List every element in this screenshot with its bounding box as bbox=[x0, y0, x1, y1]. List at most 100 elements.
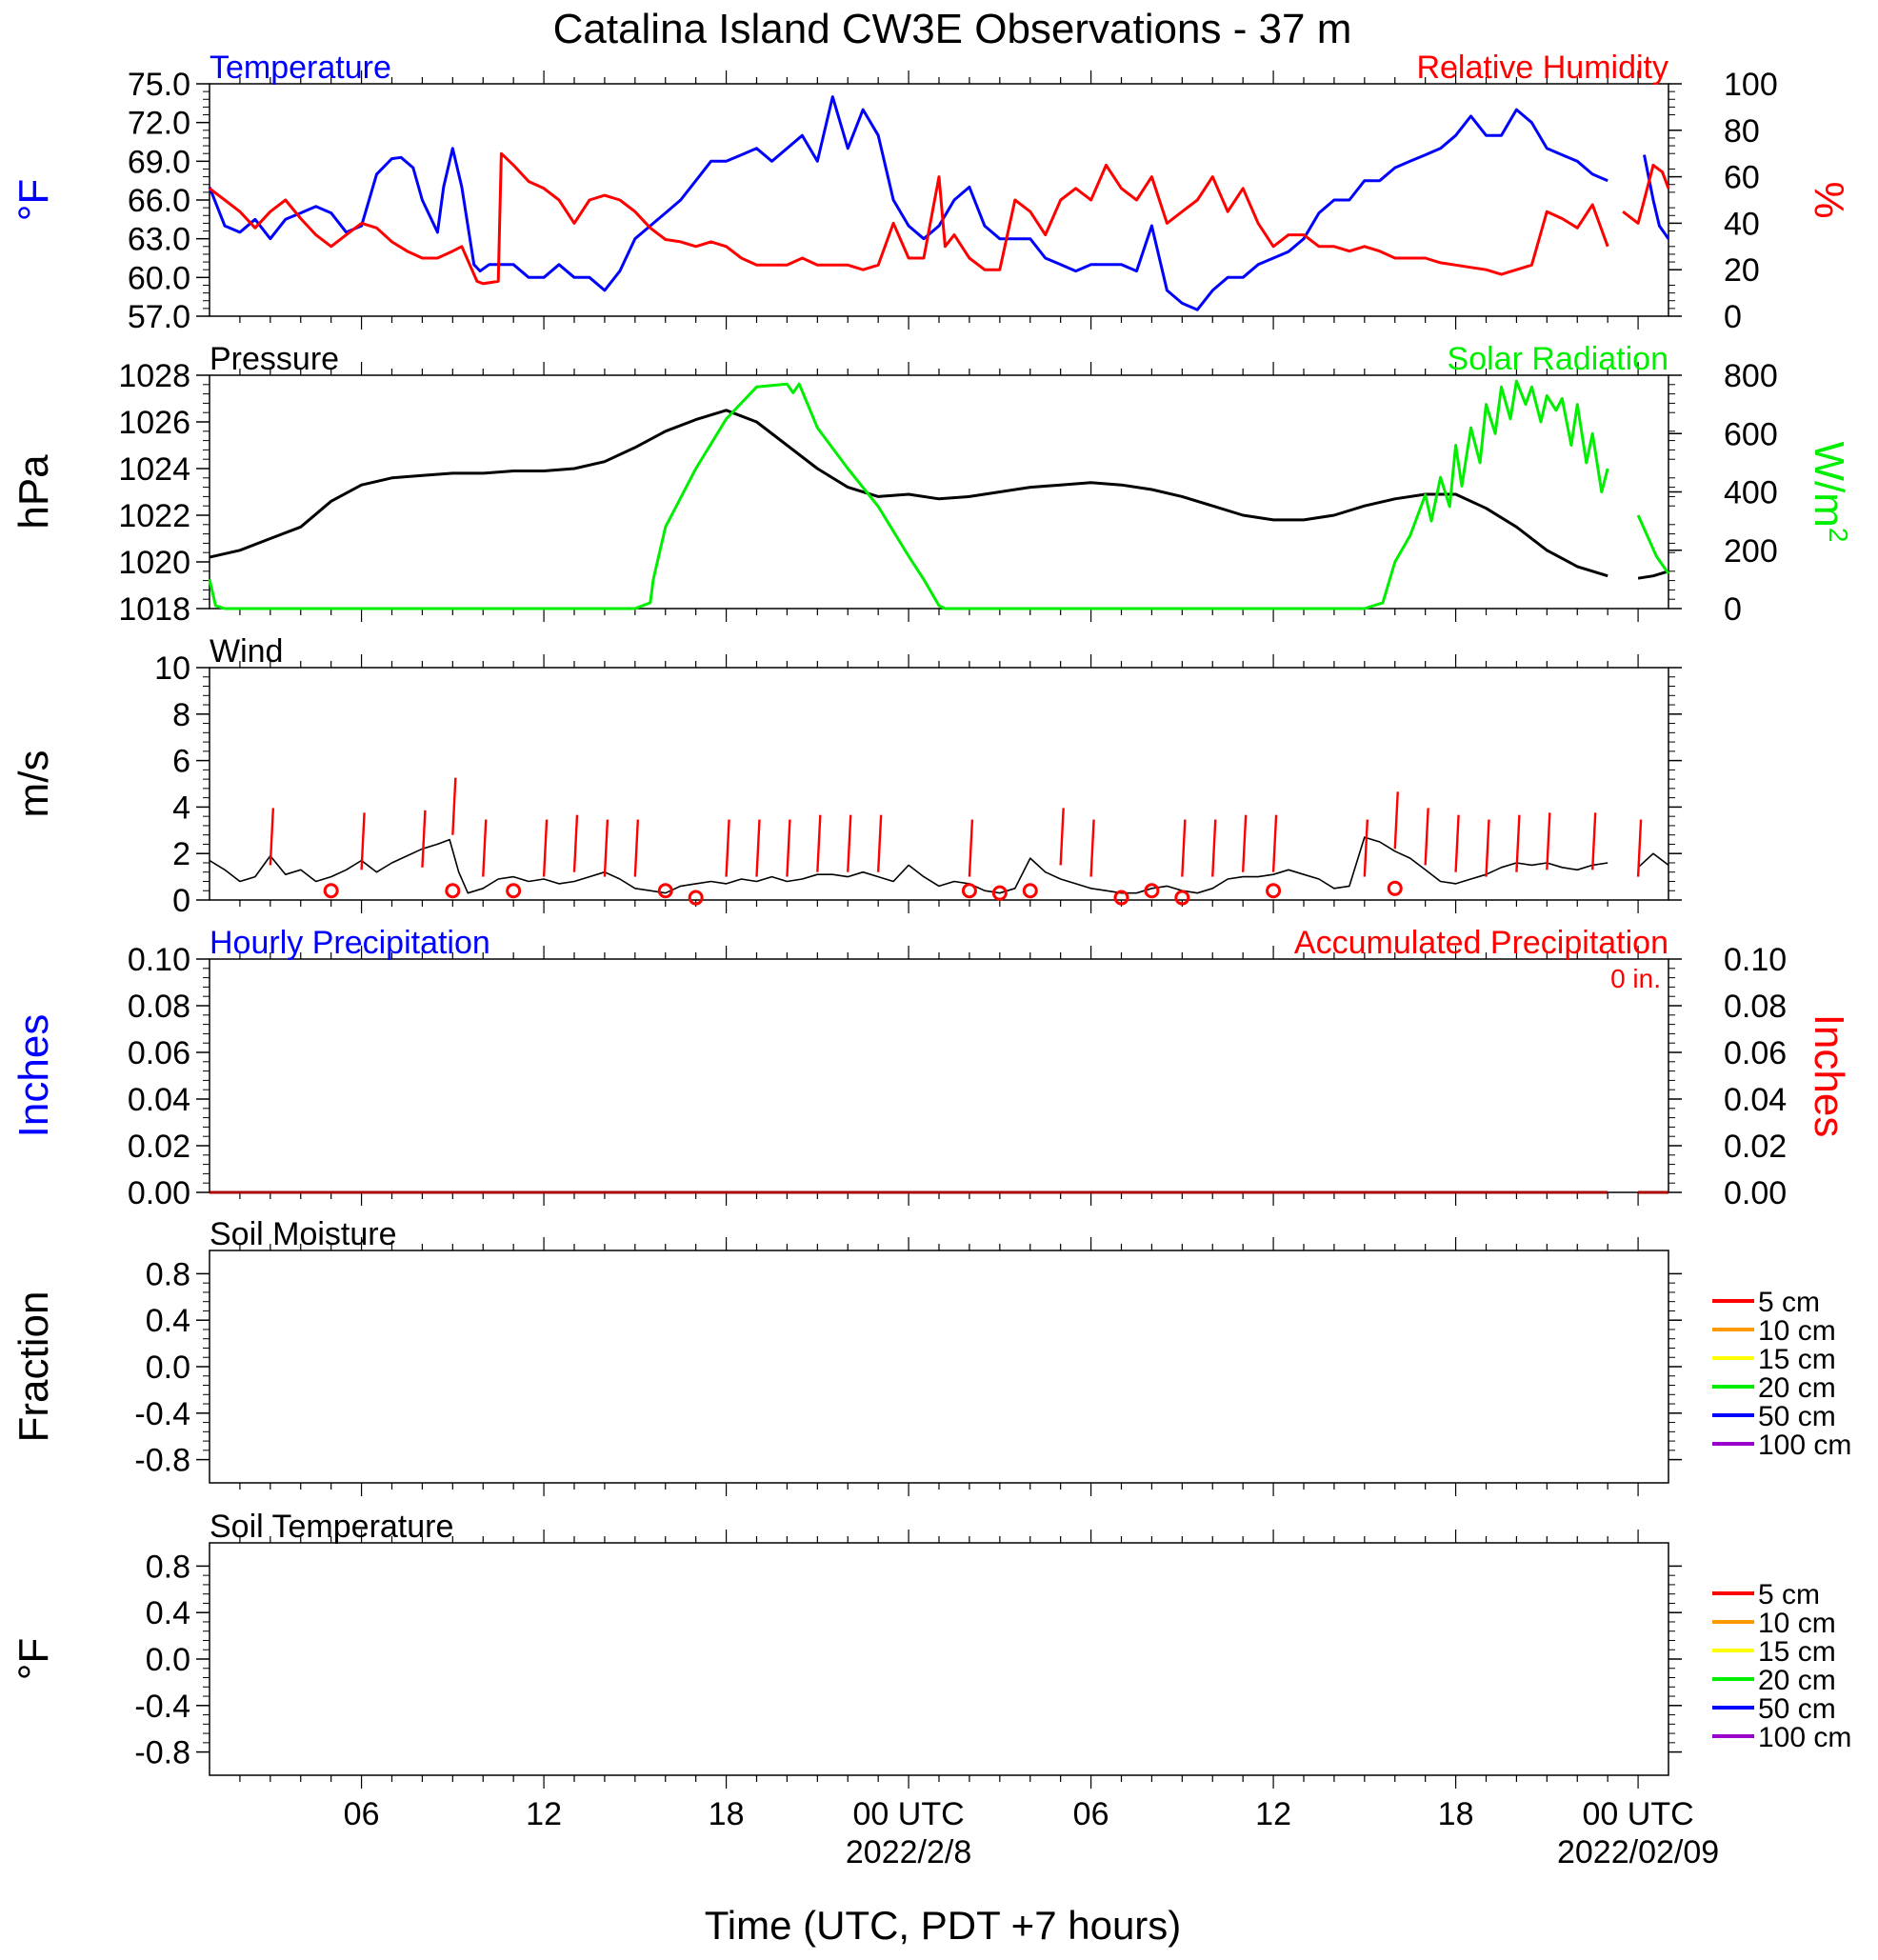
wind-barb bbox=[876, 814, 883, 872]
y-right-tick-label: 60 bbox=[1724, 160, 1760, 196]
y-right-tick-label: 0.00 bbox=[1724, 1175, 1787, 1211]
y-tick-label: 1026 bbox=[118, 405, 190, 441]
y-tick-label: 0.10 bbox=[128, 942, 190, 978]
y-right-tick-label: 600 bbox=[1724, 416, 1778, 452]
calm-wind-marker bbox=[445, 883, 461, 899]
y-axis-title-right: % bbox=[1806, 181, 1852, 218]
y-tick-label: 0.0 bbox=[146, 1642, 190, 1678]
panel-frame-soil-moisture bbox=[209, 1250, 1669, 1484]
legend-label: 10 cm bbox=[1758, 1315, 1836, 1347]
panel-frame-pressure-solar bbox=[209, 374, 1669, 610]
y-tick-label: -0.4 bbox=[134, 1396, 190, 1432]
y-right-tick-label: 0.10 bbox=[1724, 942, 1787, 978]
y-tick-label: 0.0 bbox=[146, 1350, 190, 1386]
y-right-tick-label: 0 bbox=[1724, 591, 1742, 628]
panel-title-right: Accumulated Precipitation bbox=[1294, 925, 1668, 961]
panel-title-left: Hourly Precipitation bbox=[210, 925, 490, 961]
y-tick-label: 57.0 bbox=[128, 299, 190, 335]
y-axis-title-left: Fraction bbox=[10, 1291, 57, 1443]
wind-barb bbox=[1546, 812, 1551, 870]
wind-barb bbox=[269, 808, 275, 866]
y-right-tick-label: 0.08 bbox=[1724, 989, 1787, 1025]
y-right-tick-label: 20 bbox=[1724, 252, 1760, 289]
panel-title-left: Soil Temperature bbox=[210, 1509, 453, 1545]
y-right-tick-label: 40 bbox=[1724, 206, 1760, 242]
series-line-solar-radiation bbox=[208, 379, 1670, 610]
wind-barb bbox=[1241, 814, 1248, 872]
y-tick-label: 72.0 bbox=[128, 106, 190, 142]
panel-title-left: Pressure bbox=[210, 341, 339, 377]
x-tick-label: 06 bbox=[344, 1796, 380, 1832]
legend-label: 50 cm bbox=[1758, 1693, 1836, 1725]
y-tick-label: 8 bbox=[172, 697, 190, 733]
x-axis-title: Time (UTC, PDT +7 hours) bbox=[705, 1903, 1182, 1948]
wind-barb bbox=[1424, 808, 1429, 866]
wind-barb bbox=[1515, 814, 1521, 872]
wind-barb bbox=[482, 819, 488, 877]
wind-barb bbox=[451, 777, 457, 835]
calm-wind-marker bbox=[1113, 890, 1129, 906]
y-tick-label: 0.8 bbox=[146, 1256, 190, 1292]
wind-barb bbox=[1211, 819, 1217, 877]
y-tick-label: 0.06 bbox=[128, 1035, 190, 1071]
y-axis-title-right: W/m2 bbox=[1806, 442, 1854, 543]
wind-barb bbox=[755, 819, 761, 877]
wind-barb bbox=[725, 819, 730, 877]
y-tick-label: 1024 bbox=[118, 451, 190, 488]
legend-label: 20 cm bbox=[1758, 1665, 1836, 1696]
wind-barb bbox=[603, 819, 609, 877]
y-axis-title-right: Inches bbox=[1806, 1014, 1852, 1138]
legend-label: 100 cm bbox=[1758, 1430, 1851, 1461]
calm-wind-marker bbox=[1144, 883, 1160, 899]
wind-barb bbox=[1059, 808, 1065, 866]
wind-barb bbox=[542, 819, 549, 877]
y-tick-label: 10 bbox=[154, 650, 190, 687]
legend-label: 5 cm bbox=[1758, 1579, 1820, 1610]
wind-barb bbox=[1591, 812, 1597, 870]
panel-frame-precipitation bbox=[209, 958, 1669, 1193]
y-axis-title-left: m/s bbox=[10, 750, 57, 818]
calm-wind-marker bbox=[506, 883, 522, 899]
series-line-wind-speed bbox=[209, 836, 1669, 894]
panel-frame-temperature-humidity bbox=[209, 83, 1669, 317]
wind-barb bbox=[847, 814, 852, 872]
y-tick-label: 1018 bbox=[118, 591, 190, 628]
x-tick-label: 06 bbox=[1073, 1796, 1109, 1832]
x-date-label: 2022/02/09 bbox=[1557, 1834, 1719, 1870]
wind-barb bbox=[816, 814, 822, 872]
calm-wind-marker bbox=[1174, 890, 1190, 906]
y-tick-label: 0 bbox=[172, 883, 190, 919]
calm-wind-marker bbox=[961, 883, 977, 899]
y-axis-title-right-superscript: 2 bbox=[1825, 528, 1854, 543]
y-right-tick-label: 200 bbox=[1724, 533, 1778, 570]
legend-label: 50 cm bbox=[1758, 1401, 1836, 1432]
y-tick-label: 1028 bbox=[118, 358, 190, 394]
calm-wind-marker bbox=[323, 883, 339, 899]
wind-barb bbox=[421, 810, 427, 868]
wind-barb bbox=[1636, 819, 1643, 877]
y-right-tick-label: 400 bbox=[1724, 475, 1778, 511]
y-tick-label: 2 bbox=[172, 836, 190, 872]
series-line-relative-humidity bbox=[209, 151, 1670, 286]
legend-label: 20 cm bbox=[1758, 1372, 1836, 1404]
y-axis-title-left: hPa bbox=[10, 454, 57, 530]
x-tick-label: 18 bbox=[709, 1796, 745, 1832]
y-tick-label: 0.04 bbox=[128, 1082, 190, 1118]
y-right-tick-label: 800 bbox=[1724, 358, 1778, 394]
wind-barb bbox=[1271, 814, 1278, 872]
y-tick-label: -0.8 bbox=[134, 1443, 190, 1479]
wind-barb bbox=[1089, 819, 1095, 877]
y-tick-label: 0.8 bbox=[146, 1549, 190, 1585]
calm-wind-marker bbox=[1266, 883, 1282, 899]
y-right-tick-label: 100 bbox=[1724, 67, 1778, 103]
y-tick-label: 0.08 bbox=[128, 989, 190, 1025]
legend-label: 15 cm bbox=[1758, 1344, 1836, 1375]
calm-wind-marker bbox=[1387, 880, 1403, 896]
y-right-tick-label: 0.06 bbox=[1724, 1035, 1787, 1071]
panel-title-right: Relative Humidity bbox=[1416, 50, 1668, 86]
y-tick-label: 0.00 bbox=[128, 1175, 190, 1211]
y-right-tick-label: 0.04 bbox=[1724, 1082, 1787, 1118]
y-right-tick-label: 0.02 bbox=[1724, 1129, 1787, 1165]
panel-annotation: 0 in. bbox=[1610, 964, 1661, 993]
calm-wind-marker bbox=[657, 883, 673, 899]
